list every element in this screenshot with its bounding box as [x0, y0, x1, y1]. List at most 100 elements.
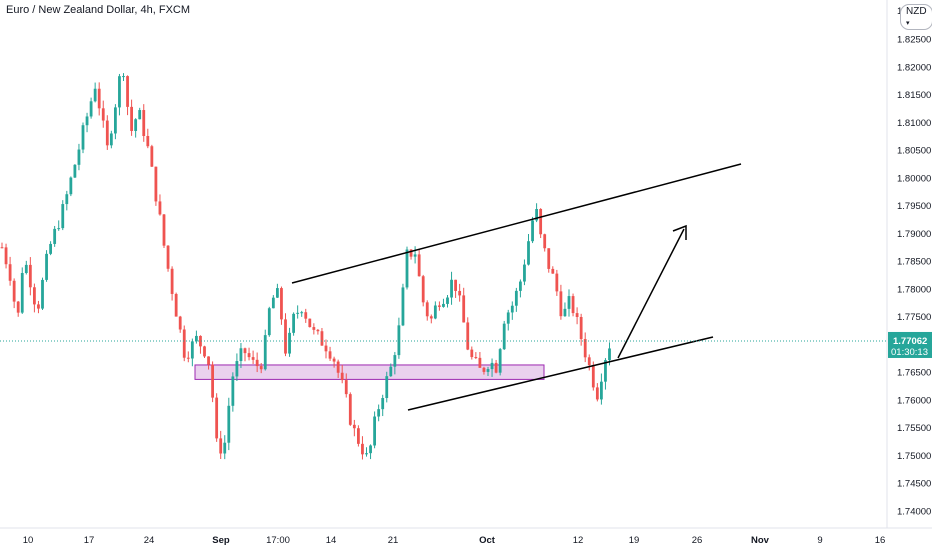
candle-body: [0, 247, 4, 249]
time-tick-label: 16: [875, 535, 886, 546]
candle-body: [223, 442, 227, 454]
candle-body: [527, 241, 530, 265]
candle-body: [320, 331, 324, 346]
candle-body: [280, 288, 283, 320]
time-tick-label: 9: [817, 535, 822, 546]
candle-body: [514, 290, 518, 306]
candle-body: [267, 308, 271, 336]
candle-body: [41, 279, 44, 309]
candle-body: [227, 405, 231, 443]
candle-body: [523, 264, 526, 282]
candlestick-series: [0, 73, 611, 460]
candle-body: [490, 362, 494, 370]
candle-body: [53, 228, 57, 244]
candle-body: [4, 247, 8, 265]
candle-body: [73, 164, 77, 178]
trend-drawings: [291, 163, 742, 411]
candle-body: [239, 348, 243, 362]
price-tick-label: 1.78500: [897, 257, 931, 268]
time-tick-label: 14: [326, 535, 337, 546]
candle-body: [49, 243, 52, 254]
candle-body: [450, 279, 453, 298]
support-zone: [194, 364, 545, 380]
candle-body: [539, 209, 543, 235]
candle-body: [259, 366, 263, 370]
candle-body: [166, 245, 170, 269]
candle-body: [494, 362, 498, 373]
time-tick-label: 10: [23, 535, 34, 546]
candle-body: [462, 295, 466, 323]
candle-body: [535, 209, 538, 221]
candle-body: [308, 318, 312, 328]
price-tick-label: 1.81500: [897, 90, 931, 101]
candle-body: [429, 316, 433, 319]
candle-body: [292, 313, 295, 333]
candle-body: [126, 76, 129, 107]
candle-body: [575, 313, 579, 317]
price-tick-label: 1.79500: [897, 201, 931, 212]
candle-body: [203, 346, 206, 357]
candle-body: [61, 204, 65, 229]
candle-body: [413, 254, 417, 257]
candle-body: [348, 394, 352, 425]
candle-body: [401, 287, 405, 326]
candle-body: [579, 316, 583, 340]
currency-badge[interactable]: NZD ▾: [900, 4, 932, 30]
price-tick-label: 1.82000: [897, 62, 931, 73]
candle-body: [231, 376, 235, 406]
candle-body: [146, 135, 150, 147]
candle-body: [438, 305, 441, 307]
time-tick-label: Sep: [212, 535, 230, 546]
candle-body: [243, 348, 247, 354]
candle-body: [130, 106, 133, 131]
candle-body: [105, 120, 109, 146]
candle-body: [199, 335, 202, 347]
candle-body: [170, 268, 174, 294]
price-tick-label: 1.80000: [897, 173, 931, 184]
candle-body: [247, 353, 251, 358]
candle-body: [207, 356, 210, 365]
candle-body: [97, 88, 101, 109]
candle-body: [531, 220, 534, 242]
candle-body: [498, 349, 502, 373]
projection-arrow-line: [617, 228, 685, 359]
candle-body: [466, 322, 470, 350]
projection-arrowhead: [672, 224, 687, 240]
candle-body: [583, 339, 587, 358]
time-tick-label: 19: [629, 535, 640, 546]
price-tick-label: 1.79000: [897, 229, 931, 240]
candle-body: [101, 108, 105, 121]
candle-body: [389, 366, 393, 377]
candle-body: [340, 372, 344, 381]
candle-body: [211, 364, 214, 398]
candle-body: [433, 305, 437, 319]
candle-body: [69, 177, 73, 195]
time-tick-label: Oct: [479, 535, 496, 546]
price-tick-label: 1.81000: [897, 118, 931, 129]
candle-body: [458, 290, 462, 296]
candle-body: [417, 254, 421, 277]
candle-body: [336, 361, 340, 373]
candle-body: [486, 369, 490, 372]
candle-body: [332, 358, 336, 362]
candle-body: [122, 76, 125, 78]
candle-body: [373, 416, 376, 446]
price-tick-label: 1.76500: [897, 368, 931, 379]
candle-body: [81, 125, 85, 150]
candle-body: [312, 327, 316, 330]
candle-body: [446, 297, 449, 304]
candle-body: [186, 357, 190, 359]
price-axis[interactable]: 1.82500 1.82000 1.81500 1.81000 1.80500 1.800…: [886, 0, 931, 528]
symbol-title: Euro / New Zealand Dollar, 4h, FXCM: [6, 4, 191, 16]
candle-body: [190, 341, 194, 359]
candle-body: [324, 345, 328, 352]
time-axis[interactable]: 10 17 24 Sep 17:00 14 21 Oct 12 19 26 Nov 9 16: [0, 527, 932, 546]
candle-body: [352, 424, 356, 429]
candle-body: [591, 365, 595, 388]
candle-body: [142, 110, 146, 136]
candle-body: [215, 397, 219, 439]
candle-body: [109, 133, 113, 146]
candle-body: [12, 280, 16, 302]
candle-body: [608, 348, 611, 361]
